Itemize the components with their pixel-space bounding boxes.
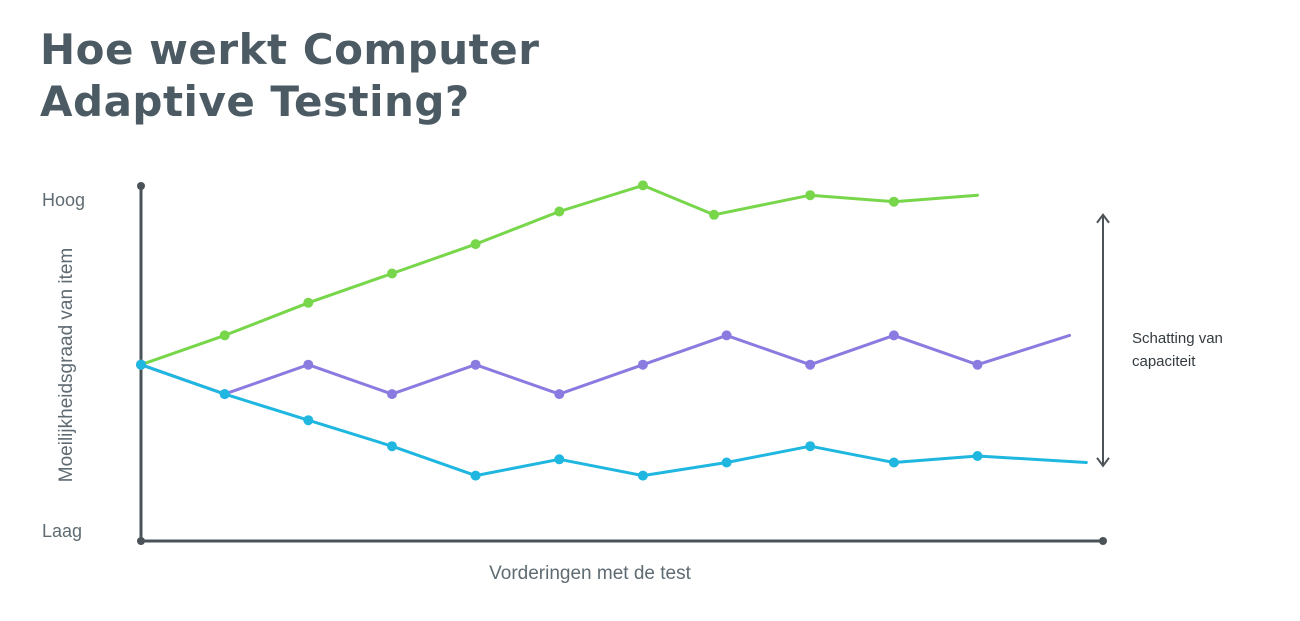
series-1-point [709, 209, 719, 220]
range-arrow-top-head [1096, 213, 1110, 224]
series-2-point [888, 330, 899, 341]
x-axis-end-dot [1099, 537, 1107, 545]
series-2-point [721, 330, 732, 341]
series-1 [136, 180, 979, 370]
page-title-line-2: Adaptive Testing? [40, 77, 470, 126]
series-3-point [387, 441, 397, 452]
page-title: Hoe werkt Computer Adaptive Testing? [40, 24, 539, 128]
series-1-point [387, 268, 397, 279]
series-3 [136, 359, 1088, 481]
series-3-line [139, 363, 1088, 478]
series-1-point [888, 196, 899, 207]
series-2 [136, 330, 1071, 400]
axes: Hoog Laag Moeilijkheidsgraad van item Vo… [42, 182, 1107, 584]
x-axis-label: Vorderingen met de test [489, 563, 691, 584]
series-2-point [303, 359, 314, 370]
series-2-point [805, 359, 816, 370]
series-3-point [721, 457, 732, 468]
series-3-point [637, 470, 648, 481]
series-3-point [972, 451, 983, 461]
annotation-line-1: Schatting van [1132, 330, 1223, 347]
page-title-line-1: Hoe werkt Computer [40, 25, 540, 74]
series-1-point [554, 206, 565, 217]
series-1-point [637, 180, 648, 191]
capacity-range-indicator [1096, 213, 1110, 468]
series-3-point [554, 454, 565, 465]
series-3-point [136, 359, 146, 370]
series-1-point [805, 190, 816, 201]
series-1-point [470, 239, 481, 250]
series-1-point [219, 330, 230, 341]
range-arrow-bottom-head [1096, 457, 1110, 468]
series-3-point [888, 457, 899, 468]
series-2-point [554, 389, 565, 400]
series-2-point [387, 389, 397, 400]
y-tick-low-label: Laag [42, 521, 82, 541]
y-tick-high-label: Hoog [42, 190, 85, 210]
origin-dot [137, 537, 145, 545]
y-axis-label: Moeilijkheidsgraad van item [56, 248, 77, 482]
series-3-point [303, 415, 314, 426]
series-2-line [139, 333, 1071, 396]
series-layer [136, 180, 1088, 481]
series-3-point [470, 470, 481, 481]
series-3-point [805, 441, 816, 452]
series-2-point [972, 359, 983, 370]
series-2-point [637, 359, 648, 370]
series-1-point [303, 297, 314, 308]
series-2-point [470, 359, 481, 370]
capacity-estimate-annotation: Schatting van capaciteit [1132, 327, 1272, 373]
y-axis-end-dot [137, 182, 145, 190]
series-3-point [219, 389, 230, 400]
annotation-line-2: capaciteit [1132, 353, 1196, 370]
